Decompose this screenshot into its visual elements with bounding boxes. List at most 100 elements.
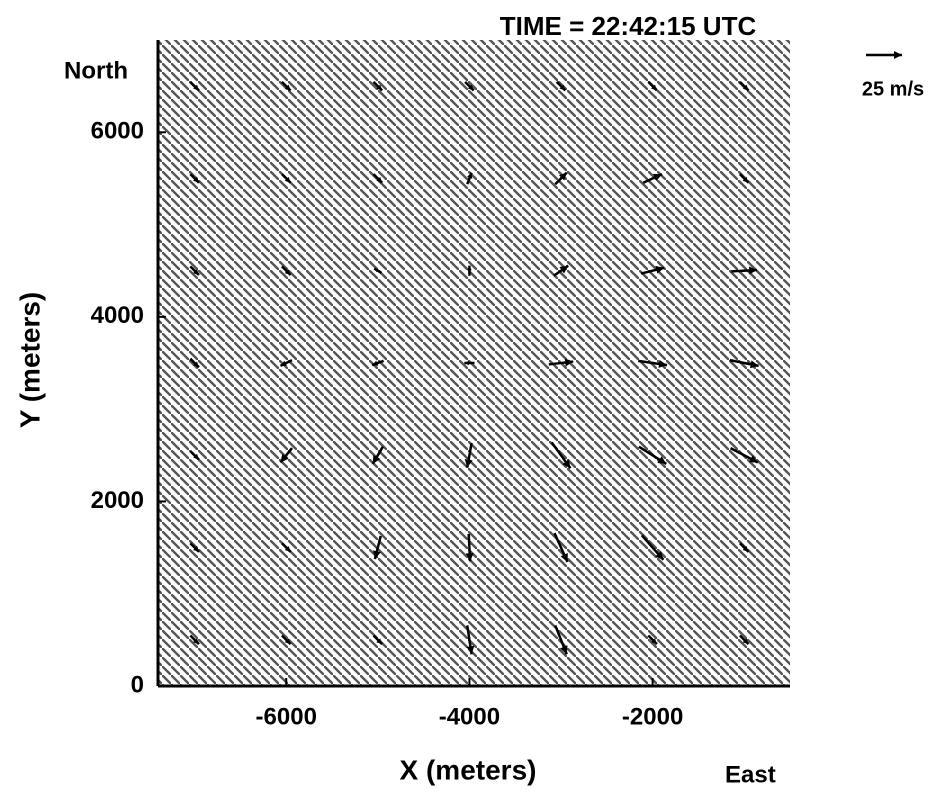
reference-label: 25 m/s (862, 78, 924, 100)
wind-vector (554, 171, 568, 186)
wind-vector-head (193, 453, 199, 460)
wind-vector-head (193, 638, 199, 645)
wind-vector (373, 267, 383, 274)
wind-vector-head (465, 553, 474, 562)
wind-vector-head (559, 265, 569, 274)
wind-vector (189, 542, 200, 553)
x-tick-label: -2000 (622, 703, 683, 730)
wind-vector (281, 265, 292, 276)
wind-vector (189, 265, 200, 276)
wind-vector (731, 266, 758, 275)
wind-vector (642, 172, 663, 184)
wind-vector-head (749, 360, 759, 369)
wind-vector-head (193, 546, 199, 552)
wind-vector (373, 535, 382, 560)
wind-vector-head (467, 84, 474, 91)
y-tick-label: 0 (131, 671, 144, 698)
wind-vector-head (558, 172, 567, 181)
wind-vector-head (467, 172, 473, 179)
wind-vector-head (742, 176, 749, 183)
wind-vector-head (742, 638, 749, 645)
wind-vector-head (372, 455, 381, 464)
wind-vector-head (376, 84, 383, 91)
wind-vector (550, 441, 572, 469)
wind-vector (279, 447, 293, 464)
wind-vector (466, 172, 473, 185)
reference-arrow-head (894, 51, 902, 59)
wind-vector (738, 634, 750, 646)
wind-vector-head (284, 84, 291, 91)
x-tick-label: -6000 (256, 703, 317, 730)
wind-vector-head (464, 458, 473, 468)
wind-vector (729, 358, 759, 369)
y-tick-label: 4000 (91, 302, 144, 329)
wind-vector-head (562, 459, 571, 469)
wind-vector (554, 624, 568, 655)
wind-vector-head (742, 84, 749, 91)
wind-vector-head (464, 360, 469, 366)
wind-vector-head (193, 84, 199, 91)
wind-vector (738, 173, 750, 184)
wind-vector-head (280, 453, 289, 463)
wind-vector-head (376, 176, 383, 183)
wind-vector (465, 533, 474, 562)
wind-vector (189, 357, 200, 369)
wind-vector-head (742, 546, 749, 552)
wind-vector-head (655, 265, 665, 274)
chart-title: TIME = 22:42:15 UTC (500, 11, 757, 41)
wind-vector (647, 634, 658, 646)
east-label: East (725, 761, 776, 788)
wind-vector-head (372, 360, 379, 366)
wind-vector (372, 634, 384, 646)
wind-vector (281, 542, 292, 553)
wind-vector (738, 542, 750, 553)
wind-vector-head (651, 638, 657, 645)
wind-vector (371, 446, 384, 465)
reference-arrow (866, 51, 902, 59)
wind-vector-head (376, 638, 383, 645)
wind-vector-head (284, 269, 291, 276)
wind-vector-head (658, 360, 668, 368)
wind-vector (738, 80, 750, 92)
wind-vector (464, 80, 475, 92)
wind-vector-head (284, 176, 291, 183)
wind-vector-head (466, 645, 475, 655)
wind-vector (464, 360, 475, 366)
wind-vector (189, 173, 200, 184)
wind-vector (640, 534, 665, 561)
wind-vector (466, 625, 475, 655)
wind-vector (372, 80, 384, 92)
wind-vector-head (651, 84, 657, 91)
wind-vector-head (564, 358, 574, 367)
y-axis-label: Y (meters) (14, 292, 45, 428)
wind-vector (553, 532, 569, 563)
wind-vector (647, 80, 658, 92)
wind-vector (281, 80, 292, 92)
wind-vector (467, 265, 472, 276)
wind-vector-head (280, 360, 287, 366)
wind-vector-head (467, 265, 472, 271)
wind-vector-head (657, 456, 667, 464)
wind-vector (189, 80, 200, 92)
wind-vector-head (653, 173, 662, 182)
wind-vector (638, 359, 668, 368)
wind-vector-head (284, 546, 291, 552)
wind-vector (555, 80, 567, 92)
x-axis-label: X (meters) (400, 754, 537, 785)
y-tick-label: 6000 (91, 118, 144, 145)
wind-vector (464, 442, 473, 468)
x-tick-label: -4000 (439, 703, 500, 730)
wind-vector-head (193, 269, 199, 276)
wind-vector (729, 446, 759, 464)
north-label: North (64, 57, 128, 84)
wind-vector (279, 359, 293, 367)
wind-vector (548, 358, 574, 367)
wind-vector (281, 173, 292, 184)
wind-vector (371, 359, 385, 367)
wind-vector-head (655, 551, 664, 560)
wind-vector-head (193, 176, 199, 183)
wind-vector (640, 265, 665, 275)
wind-vector-head (748, 455, 758, 463)
wind-vector (553, 264, 569, 277)
wind-vector-head (560, 553, 568, 562)
